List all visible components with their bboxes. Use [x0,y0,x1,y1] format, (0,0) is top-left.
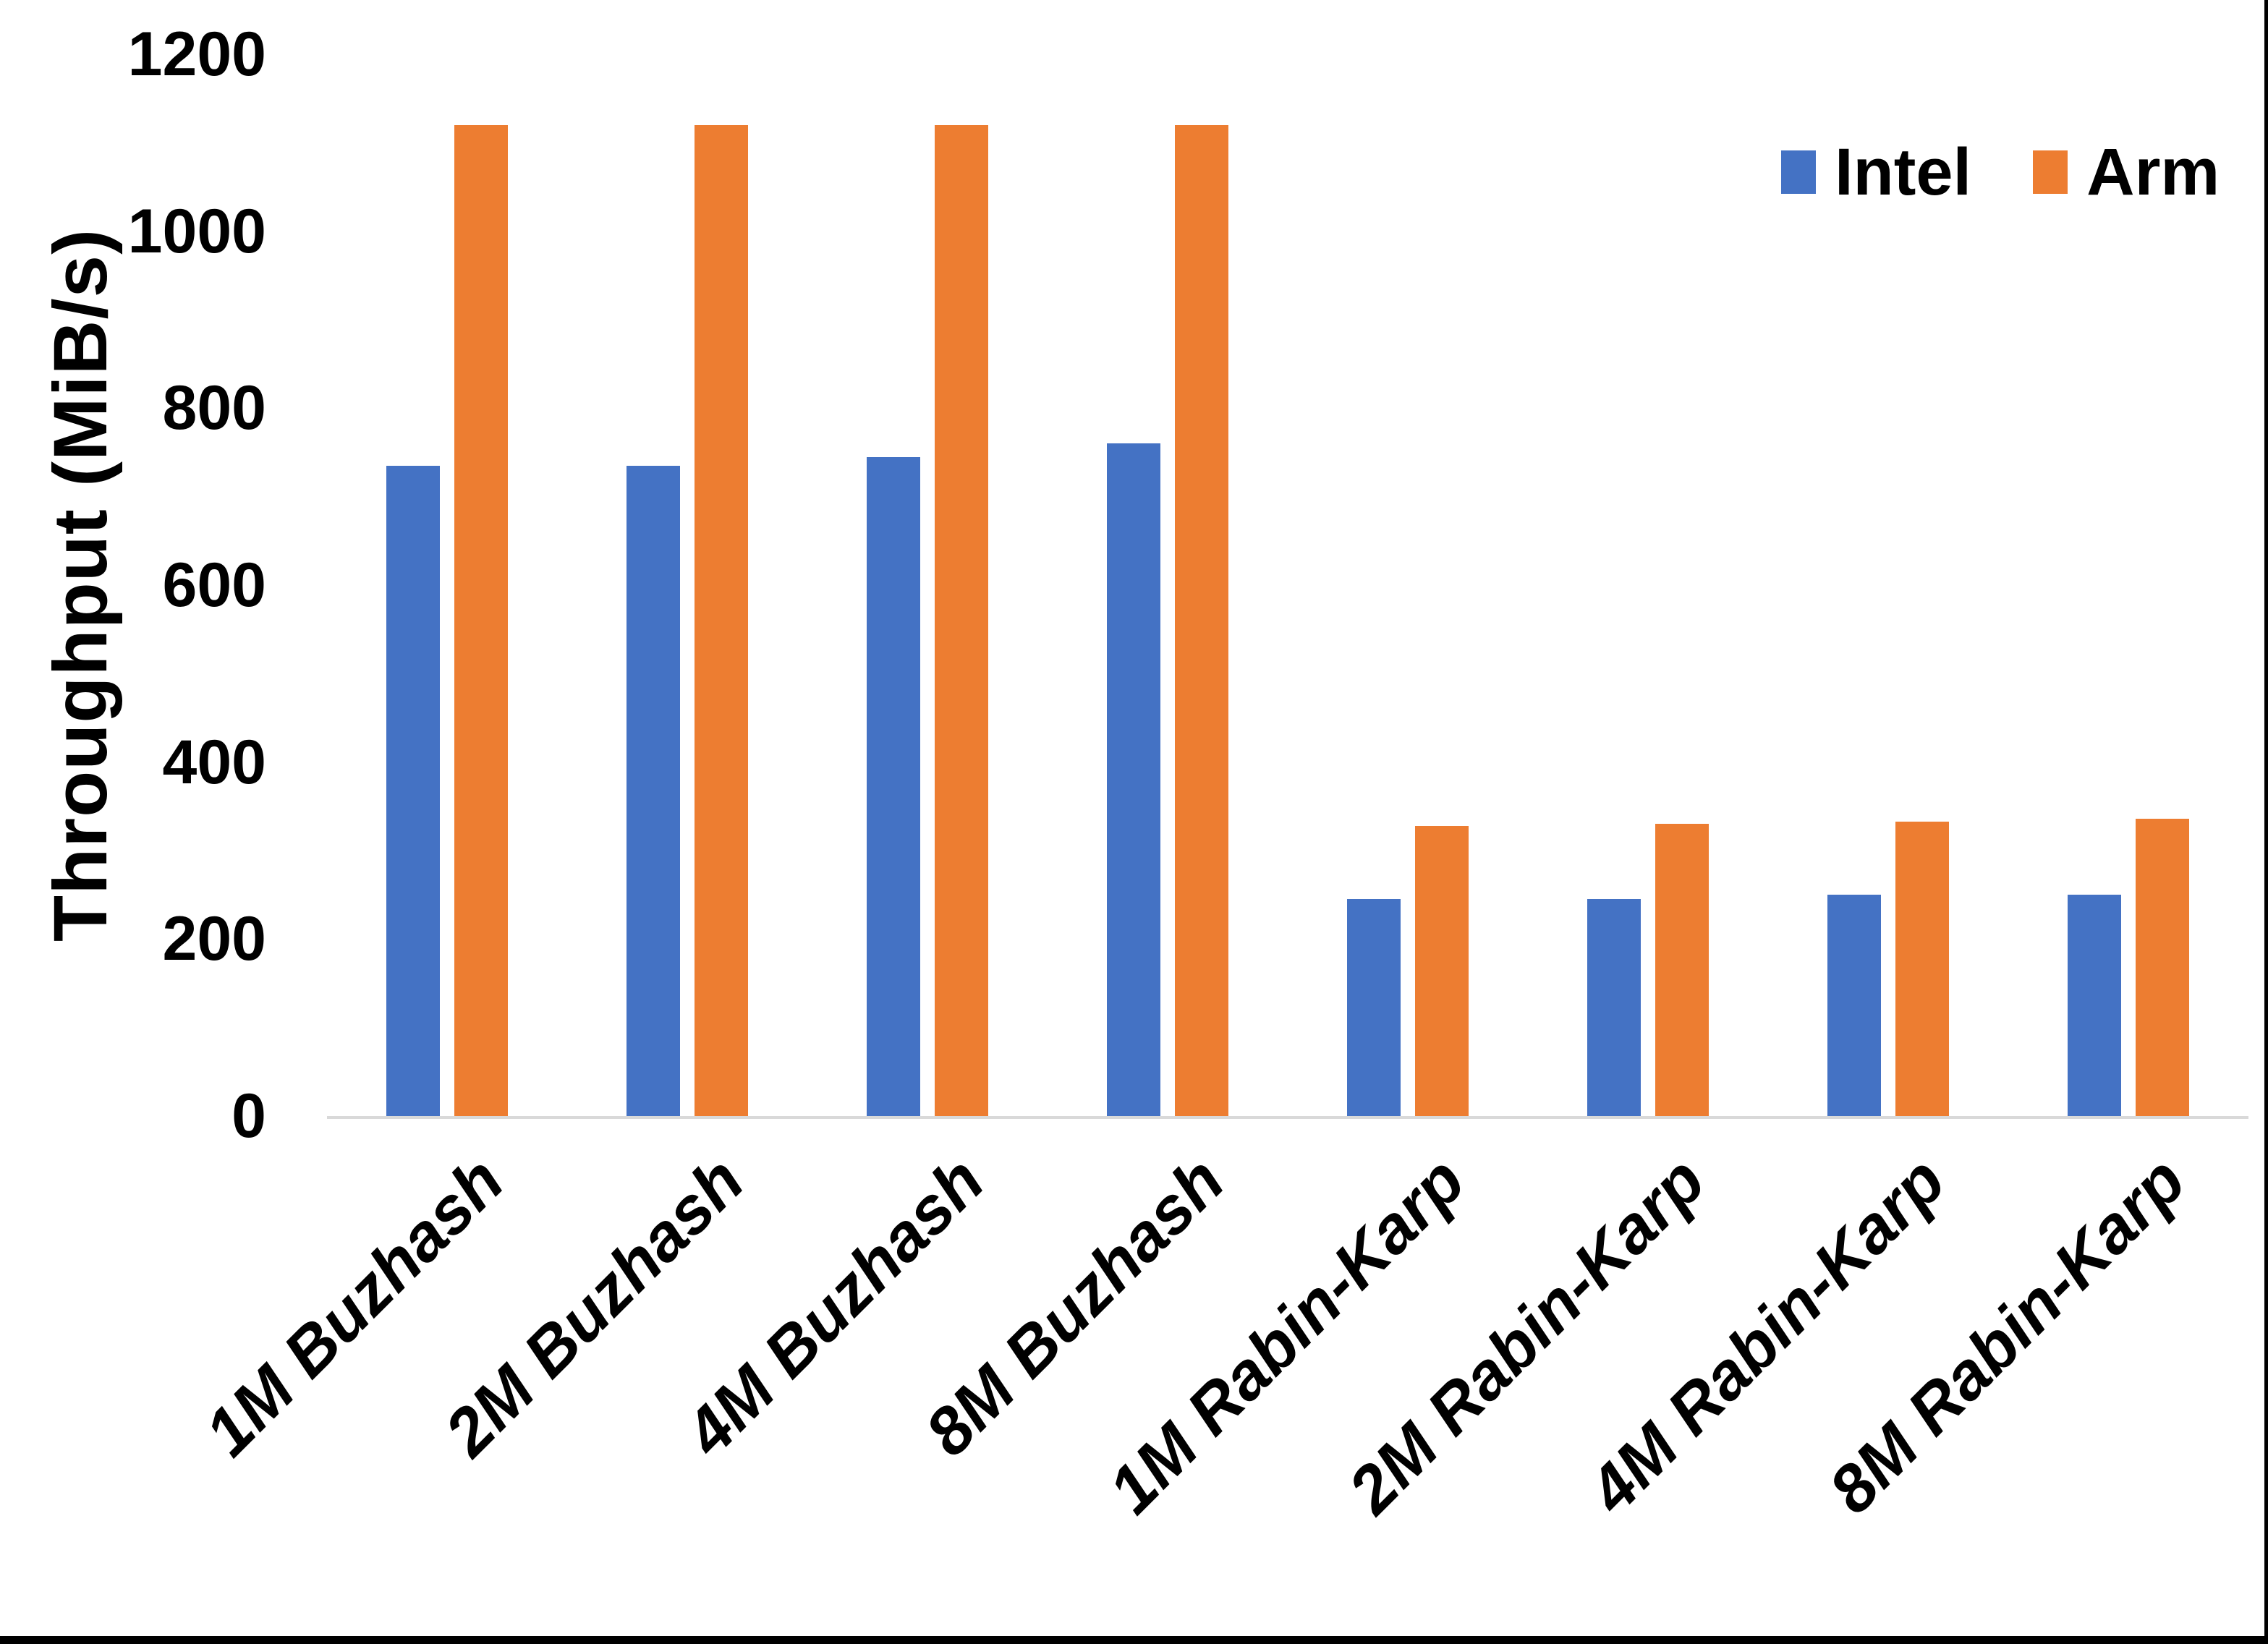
intel-series-swatch [1781,150,1816,194]
bar-group-4m-rabin-karp [1768,54,2008,1116]
bar-arm-2m-buzhash [695,124,748,1116]
bar-intel-1m-buzhash [386,465,440,1116]
bar-arm-1m-buzhash [454,124,508,1116]
y-tick-label-1200: 1200 [127,20,266,89]
bar-intel-2m-rabin-karp [1587,899,1641,1116]
y-tick-label-200: 200 [162,904,267,974]
window-right-edge [2264,0,2268,1644]
legend: Intel Arm [1781,139,2220,205]
arm-series-swatch [2033,150,2068,194]
y-tick-label-800: 800 [162,373,267,443]
bar-intel-8m-rabin-karp [2068,895,2121,1116]
bar-arm-1m-rabin-karp [1415,825,1469,1116]
bar-group-1m-rabin-karp [1288,54,1528,1116]
bar-group-8m-buzhash [1048,54,1288,1116]
bar-arm-4m-buzhash [935,124,988,1116]
y-tick-label-0: 0 [232,1081,266,1151]
bar-group-4m-buzhash [807,54,1048,1116]
bar-arm-8m-buzhash [1175,124,1228,1116]
bar-intel-2m-buzhash [627,465,680,1116]
window-bottom-edge [0,1636,2268,1644]
bar-group-2m-buzhash [567,54,807,1116]
bar-group-2m-rabin-karp [1528,54,1768,1116]
legend-item-arm: Arm [2033,139,2220,205]
arm-series-label: Arm [2086,135,2220,209]
bar-group-8m-rabin-karp [2008,54,2248,1116]
legend-item-intel: Intel [1781,139,1971,205]
y-tick-label-400: 400 [162,727,267,797]
intel-series-label: Intel [1835,135,1972,209]
plot-area [327,54,2248,1119]
bar-arm-4m-rabin-karp [1895,821,1949,1116]
bar-arm-8m-rabin-karp [2136,818,2189,1116]
bar-intel-4m-rabin-karp [1827,895,1881,1116]
bar-group-1m-buzhash [327,54,567,1116]
bar-arm-2m-rabin-karp [1655,824,1709,1116]
bar-intel-1m-rabin-karp [1347,899,1401,1116]
bar-intel-8m-buzhash [1107,443,1160,1116]
y-tick-label-600: 600 [162,550,267,620]
y-tick-label-1000: 1000 [127,196,266,266]
y-axis-title: Throughput (MiB/s) [38,228,123,942]
bar-intel-4m-buzhash [867,456,920,1116]
